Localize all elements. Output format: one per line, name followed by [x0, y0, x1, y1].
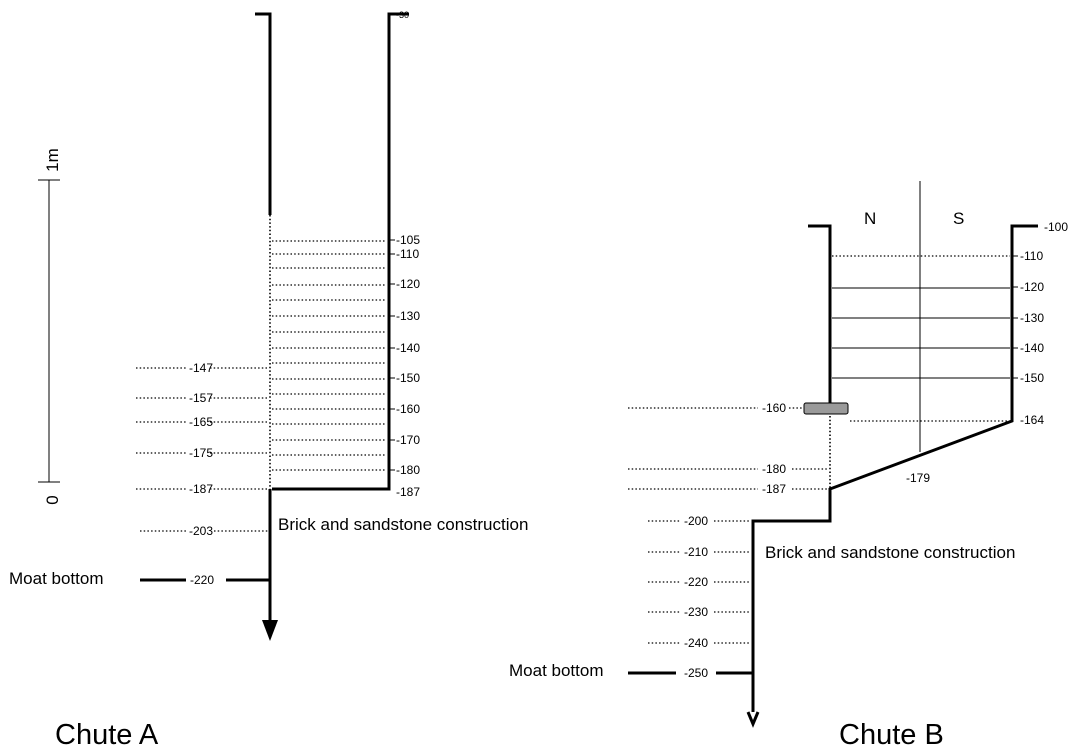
chute-b-north-label: N	[864, 209, 876, 228]
depth-label: -187	[762, 482, 786, 496]
chute-b-south-label: S	[953, 209, 964, 228]
chute-b-layer-lines	[832, 255, 1010, 422]
chute-a-title: Chute A	[55, 719, 159, 751]
depth-label: -200	[684, 514, 708, 528]
depth-label: -187	[189, 482, 213, 496]
depth-label: -180	[762, 462, 786, 476]
depth-label: -110	[396, 247, 419, 261]
depth-label: -170	[396, 433, 420, 447]
chute-a-down-arrow	[262, 620, 278, 641]
depth-label: -140	[1020, 341, 1044, 355]
chute-a-layer-lines	[272, 240, 386, 471]
depth-label: -140	[396, 341, 420, 355]
depth-label: -175	[189, 446, 213, 460]
chute-b-brick-marker	[803, 402, 849, 415]
moat-bottom-value: -220	[190, 573, 214, 587]
depth-label: -130	[396, 309, 420, 323]
moat-bottom-value: -250	[684, 666, 708, 680]
chute-b-down-arrow	[746, 711, 760, 728]
depth-label: -210	[684, 545, 708, 559]
chute-a-left-labels: -147 -157 -165 -175 -187 -203	[136, 361, 268, 538]
depth-label: -120	[396, 277, 420, 291]
scale-bar: 1m 0	[38, 148, 62, 505]
depth-label: -130	[1020, 311, 1044, 325]
moat-bottom-label: Moat bottom	[509, 661, 604, 680]
chute-a-right-labels: -105 -110 -120 -130 -140 -150 -160 -170 …	[389, 233, 420, 499]
chute-a-construction-label: Brick and sandstone construction	[278, 515, 528, 534]
chute-b-left-wall	[808, 224, 832, 404]
chute-a: -30 -105 -110 -120	[9, 10, 528, 751]
depth-label: -160	[762, 401, 786, 415]
depth-label: -147	[189, 361, 213, 375]
chute-b-left-labels: -160 -180 -187 -200 -210 -220 -230 -240	[628, 401, 828, 650]
depth-label: -230	[684, 605, 708, 619]
depth-label: -164	[1020, 413, 1044, 427]
chute-b-construction-label: Brick and sandstone construction	[765, 543, 1015, 562]
chute-a-moat-bottom: Moat bottom -220	[9, 569, 270, 588]
depth-label: -180	[396, 463, 420, 477]
chute-b-title: Chute B	[839, 719, 944, 751]
depth-label: -100	[1044, 220, 1068, 234]
chute-a-left-wall	[255, 12, 272, 215]
depth-label: -157	[189, 391, 213, 405]
depth-label: -105	[396, 233, 420, 247]
depth-label: -240	[684, 636, 708, 650]
scale-bar-top-label: 1m	[43, 148, 62, 172]
depth-label: -110	[1020, 249, 1043, 263]
depth-label: -203	[189, 524, 213, 538]
chute-b: N S -100 -110 -120 -130 -140	[509, 181, 1068, 751]
chute-b-center-label: -179	[906, 471, 930, 485]
chute-b-right-labels: -100 -110 -120 -130 -140 -150 -164	[1012, 220, 1068, 427]
depth-label: -120	[1020, 280, 1044, 294]
chute-a-top-label: -30	[396, 10, 409, 20]
moat-bottom-label: Moat bottom	[9, 569, 104, 588]
scale-bar-zero-label: 0	[43, 495, 62, 504]
chute-a-right-wall	[272, 12, 409, 491]
chute-b-right-wall	[751, 224, 1038, 712]
depth-label: -160	[396, 402, 420, 416]
depth-label: -187	[396, 485, 420, 499]
depth-label: -165	[189, 415, 213, 429]
depth-label: -150	[1020, 371, 1044, 385]
depth-label: -150	[396, 371, 420, 385]
depth-label: -220	[684, 575, 708, 589]
chute-b-moat-bottom: Moat bottom -250	[509, 661, 753, 680]
